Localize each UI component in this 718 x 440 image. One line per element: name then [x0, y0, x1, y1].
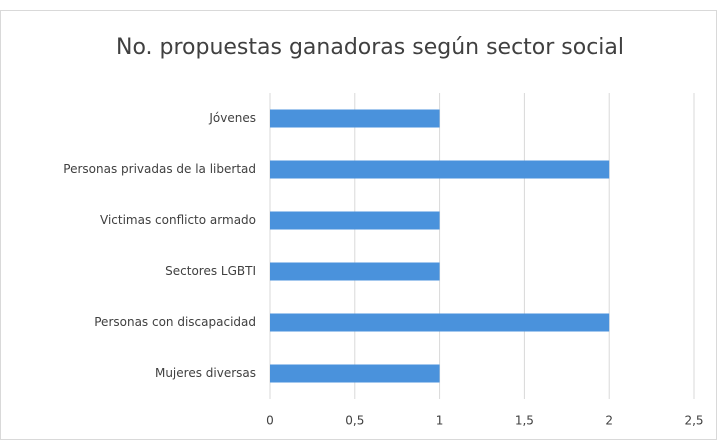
x-tick-label: 1,5 [515, 414, 534, 428]
x-tick-label: 2 [605, 414, 613, 428]
y-tick-label: Mujeres diversas [155, 366, 256, 380]
bar [270, 313, 610, 332]
x-tick-label: 0,5 [345, 414, 364, 428]
x-tick-label: 1 [436, 414, 444, 428]
y-tick-label: Jóvenes [208, 111, 256, 125]
chart-title: No. propuestas ganadoras según sector so… [116, 35, 624, 60]
bar [270, 211, 440, 230]
y-tick-label: Personas privadas de la libertad [63, 162, 256, 176]
y-tick-label: Personas con discapacidad [94, 315, 256, 329]
bar [270, 160, 610, 179]
y-tick-label: Sectores LGBTI [165, 264, 256, 278]
y-tick-label: Victimas conflicto armado [100, 213, 256, 227]
bar [270, 109, 440, 128]
x-tick-label: 0 [266, 414, 274, 428]
bar [270, 364, 440, 383]
x-tick-label: 2,5 [684, 414, 703, 428]
bar [270, 262, 440, 281]
